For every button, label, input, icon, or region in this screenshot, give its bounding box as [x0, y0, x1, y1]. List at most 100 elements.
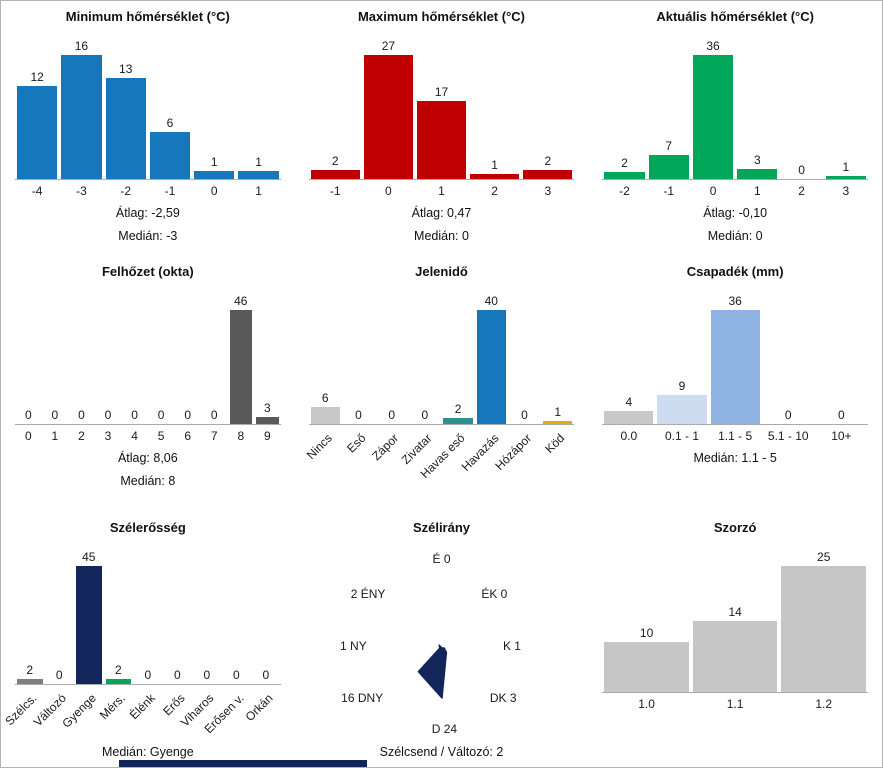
x-tick: -1 — [148, 180, 192, 198]
bar — [105, 78, 146, 179]
bar — [692, 620, 778, 692]
x-tick-label: 6 — [184, 429, 191, 444]
x-tick: 9 — [254, 425, 281, 443]
bar-value-label: 6 — [321, 391, 329, 406]
bar — [604, 641, 689, 692]
chart-wind-direction: Szélirány É 0 ÉK 0 K 1 DK 3 D 24 16 DNY … — [295, 512, 589, 767]
bar-column: 0 — [163, 668, 193, 684]
bar-value-label: 6 — [166, 116, 174, 130]
x-tick-label: 1.1 — [726, 696, 744, 711]
bar-column: 0 — [121, 408, 148, 424]
bar-column: 0 — [342, 408, 375, 424]
bar-column: 2 — [441, 402, 474, 425]
chart-title: Minimum hőmérséklet (°C) — [65, 9, 230, 24]
bar — [310, 407, 340, 425]
chart-title: Maximum hőmérséklet (°C) — [357, 9, 525, 24]
bar-value-label: 0 — [104, 408, 112, 423]
x-tick-label: -3 — [76, 184, 87, 198]
x-tick: 0.1 - 1 — [655, 425, 708, 443]
bar-value-label: 2 — [331, 154, 339, 168]
bar-value-label: 16 — [74, 39, 89, 53]
x-tick-label: -4 — [31, 184, 43, 198]
bar-value-label: 0 — [233, 667, 240, 682]
bar-value-label: 1 — [554, 405, 562, 420]
chart-title: Szélerősség — [109, 519, 186, 535]
x-tick-label: -2 — [619, 184, 630, 198]
bar-column: 2 — [521, 154, 574, 179]
bottom-strip — [119, 760, 367, 767]
bar-value-label: 17 — [434, 85, 449, 99]
chart-stats: Medián: 1.1 - 5 — [588, 451, 882, 465]
bar-value-label: 0 — [184, 408, 191, 423]
x-tick: 4 — [121, 425, 148, 443]
x-tick: Nincs — [304, 425, 342, 477]
stat-mean: Átlag: -0,10 — [703, 206, 768, 220]
bar-value-label: 12 — [30, 70, 44, 84]
bar-value-label: 14 — [728, 604, 742, 619]
chart-minimum-temperature: Minimum hőmérséklet (°C) 12 16 13 6 1 1 -4 -3-… — [1, 1, 295, 256]
chart-stats: Átlag: -2,59 Medián: -3 — [1, 206, 295, 243]
bar-column: 2 — [104, 663, 134, 684]
x-tick-label: 0.0 — [620, 429, 638, 444]
x-tick: 6 — [174, 425, 201, 443]
chart-title: Szélirány — [412, 519, 471, 535]
stat-median: Medián: 8 — [120, 474, 176, 489]
chart-present-weather: Jelenidő 6 0 0 0 2 40 0 1 Nincs Eső Zápor Zivatar H… — [295, 256, 589, 511]
x-tick-label: 2 — [798, 184, 805, 198]
calm-variable-note: Szélcsend / Változó: 2 — [379, 744, 504, 759]
x-tick: 0 — [192, 180, 236, 198]
direction-label-w: 1 NY — [340, 638, 367, 653]
x-tick-label: 1 — [51, 429, 59, 444]
direction-label-e: K 1 — [502, 638, 521, 653]
bar-column: 2 — [15, 663, 45, 684]
bar — [443, 418, 473, 425]
bar-value-label: 0 — [173, 667, 181, 682]
x-tick: 3 — [521, 180, 574, 198]
bar-column: 27 — [362, 39, 415, 179]
bar-value-label: 2 — [544, 154, 552, 168]
bar-column: 0 — [148, 408, 175, 424]
chart-title: Szorzó — [713, 519, 757, 535]
bar — [523, 170, 573, 179]
bar-column: 0 — [779, 163, 823, 179]
bar-column: 0 — [174, 408, 201, 424]
bar — [416, 101, 467, 179]
x-tick-label: 0 — [385, 184, 392, 198]
bar-plot: 6 0 0 0 2 40 0 1 — [308, 286, 575, 426]
chart-maximum-temperature: Maximum hőmérséklet (°C) 2 27 17 1 2 -1 0 1 2 3 … — [295, 1, 589, 256]
x-tick: Hózápor — [492, 425, 541, 477]
chart-title: Jelenidő — [415, 264, 468, 280]
x-tick-label: 2 — [78, 429, 85, 444]
x-tick: -1 — [309, 180, 362, 198]
bar-column: 6 — [148, 116, 192, 179]
chart-precipitation: Csapadék (mm) 4 9 36 0 0 0.0 0.1 - 1 1.1 - 5 5.… — [588, 256, 882, 511]
direction-label-nw: 2 ÉNY — [350, 586, 386, 601]
stat-median: Medián: -3 — [118, 229, 178, 243]
x-axis-ticks: Szélcs. Változó Gyenge Mérs. Élénk Erős Viharo… — [2, 685, 281, 737]
stat-median: Medián: 1.1 - 5 — [693, 451, 777, 466]
x-tick: 1.1 — [691, 693, 780, 711]
bar — [604, 172, 645, 179]
bar-column: 0 — [192, 668, 222, 684]
x-axis-ticks: -1 0 1 2 3 — [309, 180, 575, 198]
x-tick-label: 1 — [753, 184, 761, 198]
x-axis-ticks: 0 1 2 3 4 5 6 7 8 9 — [15, 425, 281, 443]
bar-value-label: 1 — [255, 155, 262, 169]
x-tick: 3 — [95, 425, 122, 443]
x-tick: 0.0 — [602, 425, 655, 443]
bar-value-label: 9 — [678, 379, 686, 394]
chart-title: Aktuális hőmérséklet (°C) — [656, 9, 814, 24]
bar-column: 7 — [647, 139, 691, 179]
bar-column: 4 — [602, 395, 655, 425]
bar-value-label: 13 — [119, 62, 133, 76]
bar — [310, 170, 360, 179]
x-tick: 1.0 — [602, 693, 691, 711]
direction-label-s: D 24 — [431, 721, 458, 736]
x-tick: 0 — [15, 425, 42, 443]
bar-value-label: 4 — [625, 395, 633, 410]
bar-column: 0 — [45, 668, 75, 684]
x-tick: 1 — [415, 180, 468, 198]
bar-column: 40 — [475, 294, 508, 425]
bar — [194, 171, 235, 179]
direction-label-se: DK 3 — [489, 690, 517, 705]
